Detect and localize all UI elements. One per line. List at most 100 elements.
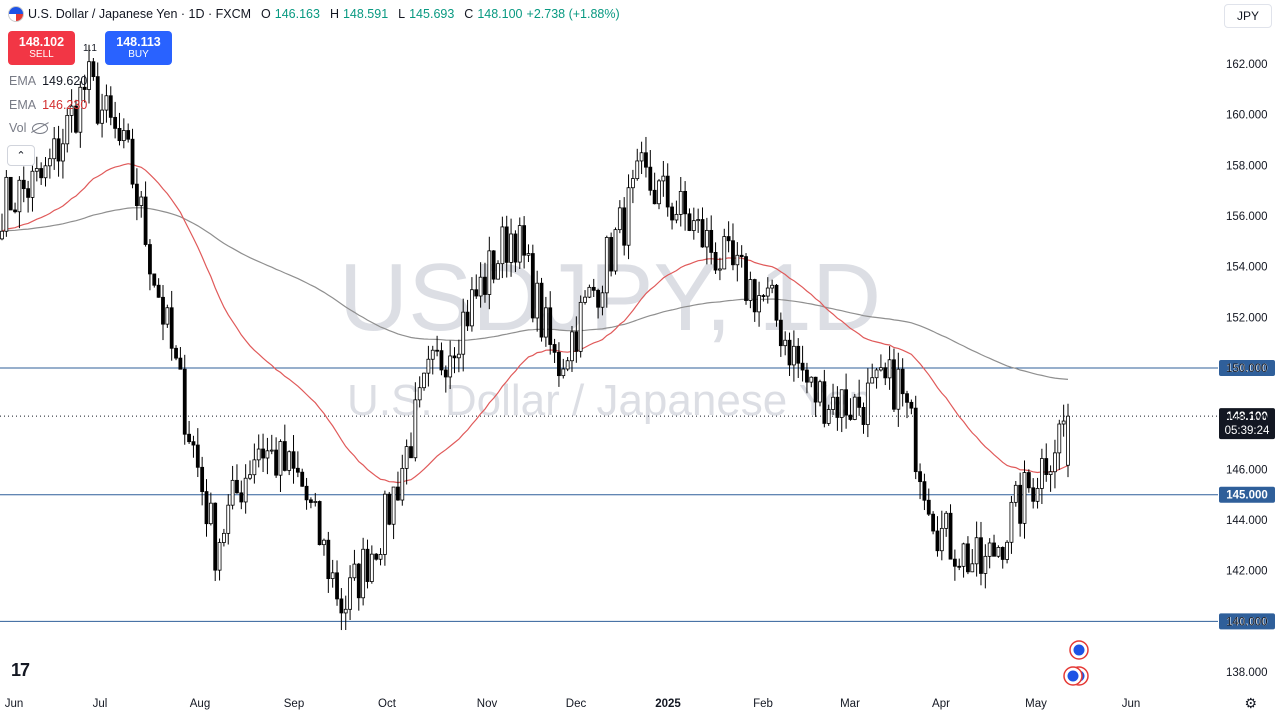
symbol-title: U.S. Dollar / Japanese Yen · 1D · FXCM [28,7,252,21]
y-tick-label: 140.000 [1226,616,1268,628]
candle-body [95,76,100,124]
x-tick-label: Oct [378,698,397,710]
candle-body [1031,487,1036,502]
candle-body [961,543,966,567]
candle-body [456,353,461,359]
candle-body [309,499,313,503]
ema-slow-value: 149.620 [42,74,88,88]
last-price-box [1219,408,1275,440]
candle-body [378,553,383,560]
candle-body [822,381,827,424]
candle-body [369,553,374,582]
usd-jpy-flag-icon [8,6,24,22]
candle-body [570,331,574,362]
candle-body [892,359,896,410]
candle-body [704,229,709,248]
y-tick-label: 148.000 [1226,414,1268,426]
candle-body [905,393,909,403]
candle-body [1005,541,1009,560]
candle-body [1026,472,1031,489]
candle-body [1035,488,1040,502]
candle-body [670,206,674,221]
volume-legend[interactable]: Vol [9,121,49,135]
x-tick-label: Jun [1122,698,1141,710]
candle-body [630,178,635,189]
candle-body [256,448,261,461]
candle-body [269,449,274,452]
candle-body [935,530,940,552]
x-tick-label: May [1025,698,1047,710]
candle-body [752,279,757,313]
countdown-label: 05:39:24 [1225,425,1270,437]
candle-body [130,138,135,185]
candle-body [474,289,479,297]
candle-body [443,369,448,378]
candle-body [861,406,866,425]
candle-body [34,168,39,172]
candle-body [848,414,853,420]
sell-button[interactable]: 148.102 SELL [8,31,75,65]
candle-body [461,311,466,355]
candle-body [330,572,335,580]
candle-body [800,362,805,371]
candle-body [435,349,440,352]
candle-body [182,368,187,435]
ema-fast-legend[interactable]: EMA 146.230 [9,98,87,112]
settings-gear-icon[interactable]: ⚙ [1244,695,1257,711]
candle-body [757,295,761,313]
candle-body [574,331,579,352]
candle-body [439,350,444,371]
candle-body [600,292,605,308]
candle-body [591,286,596,291]
candle-body [883,367,888,379]
y-tick-label: 142.000 [1226,566,1268,578]
candle-body [839,389,844,418]
candle-body [1022,472,1027,524]
candle-body [252,459,257,476]
currency-button[interactable]: JPY [1224,4,1272,28]
level-label-box [1219,613,1275,630]
candle-body [791,345,796,366]
candle-body [239,492,244,503]
buy-price: 148.113 [116,35,161,49]
ema-slow-legend[interactable]: EMA 149.620 [9,74,87,88]
ema-slow-line [1,207,1069,380]
candle-body [818,381,822,403]
candle-body [235,479,239,494]
buy-button[interactable]: 148.113 BUY [105,31,172,65]
candle-body [0,230,4,240]
buy-label: BUY [128,49,149,60]
candle-body [391,486,396,525]
flag-center [1073,644,1085,656]
x-tick-label: Apr [932,698,950,710]
candle-body [217,542,222,571]
candle-body [535,282,540,319]
hidden-eye-icon[interactable] [32,122,49,134]
collapse-legend-button[interactable]: ⌃ [7,145,35,166]
candle-body [326,539,331,580]
candle-body [522,225,527,256]
candle-body [43,165,48,179]
candle-body [1039,458,1044,489]
candle-body [826,409,831,424]
candle-body [74,105,78,133]
candle-body [165,307,170,325]
candle-body [230,479,235,506]
candle-body [831,396,835,410]
candle-body [278,441,283,476]
candle-body [613,229,618,272]
x-tick-label: Jun [5,698,24,710]
candle-body [726,236,731,242]
candle-body [143,196,148,245]
candle-body [21,179,26,190]
open-label: O [261,7,271,21]
candle-body [226,504,231,534]
candle-body [317,501,322,546]
trade-panel: 148.102 SELL 1.1 148.113 BUY [8,31,172,65]
candle-body [126,130,131,140]
candle-body [813,376,818,403]
candle-body [809,376,814,383]
candle-body [539,282,544,338]
candle-body [417,387,422,401]
